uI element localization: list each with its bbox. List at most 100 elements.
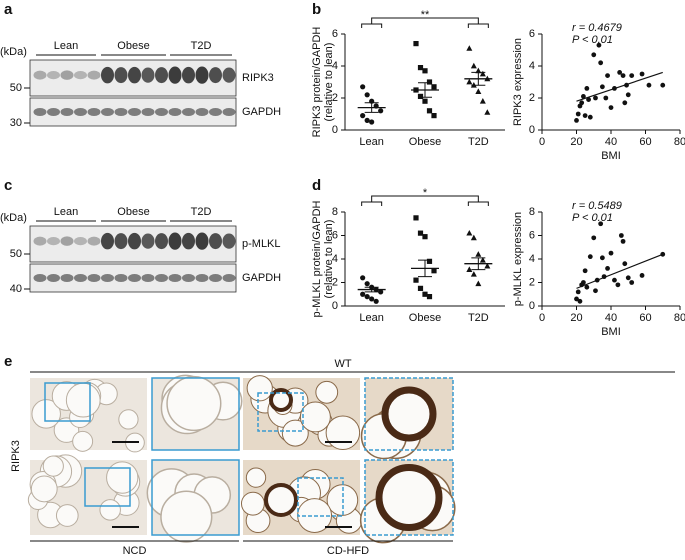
significance-label: **	[421, 9, 430, 21]
y-axis-label: RIPK3 expression	[512, 38, 524, 126]
panel-label: a	[4, 1, 13, 18]
y-tick-label: 6	[529, 28, 535, 40]
data-point	[475, 88, 482, 94]
data-point	[360, 291, 366, 297]
blot-band	[195, 232, 209, 250]
data-point	[587, 114, 593, 120]
blot-band	[33, 236, 47, 246]
data-point	[475, 67, 482, 74]
data-point	[593, 95, 598, 101]
adipocyte	[55, 504, 79, 527]
panel-label: c	[4, 177, 12, 194]
significance-label: *	[423, 187, 428, 199]
blot-band	[74, 237, 87, 246]
data-point	[584, 284, 590, 290]
blot-band	[87, 274, 101, 282]
panel-label: d	[312, 177, 321, 194]
y-tick-label: 6	[332, 229, 338, 241]
blot-band	[128, 66, 141, 84]
data-point	[639, 71, 645, 77]
data-point	[620, 238, 626, 244]
blot-band	[47, 108, 60, 116]
data-point	[417, 65, 424, 71]
x-tick-label: 20	[570, 312, 582, 324]
data-point	[646, 82, 652, 88]
x-tick-label: 40	[605, 136, 617, 148]
data-point	[605, 73, 610, 78]
data-point	[574, 296, 579, 302]
data-point	[378, 108, 384, 114]
crown-structure	[381, 386, 437, 442]
data-point	[360, 275, 366, 281]
x-axis-label: BMI	[601, 326, 621, 338]
blot-band	[155, 67, 168, 84]
blot-band	[101, 66, 114, 84]
data-point	[417, 93, 424, 99]
data-point	[575, 289, 581, 295]
data-point	[598, 60, 604, 66]
sem-bar	[418, 82, 432, 98]
sem-bar	[364, 286, 379, 293]
blot-band	[141, 108, 155, 116]
y-axis-label: p-MLKL expression	[512, 212, 524, 306]
y-tick-label: 8	[332, 206, 338, 218]
blot-band	[33, 274, 47, 282]
blot-band	[47, 237, 60, 246]
data-point	[470, 271, 477, 277]
data-point	[373, 298, 379, 304]
data-point	[413, 215, 419, 221]
blot-band	[128, 232, 141, 250]
data-point	[426, 79, 433, 85]
fit-line	[576, 253, 663, 289]
kda-unit: (kDa)	[0, 212, 27, 224]
band-label: GAPDH	[242, 272, 281, 284]
group-label: T2D	[191, 206, 212, 218]
data-point	[417, 230, 424, 236]
data-point	[426, 108, 433, 114]
y-tick-label: 4	[529, 253, 535, 265]
data-point	[364, 281, 370, 287]
x-tick-label: 60	[639, 312, 651, 324]
adipocyte	[299, 401, 331, 433]
data-point	[431, 84, 437, 90]
data-point	[422, 98, 428, 104]
data-point	[591, 235, 597, 241]
adipocyte	[240, 491, 265, 516]
blot-band	[60, 108, 74, 116]
blot-band	[74, 108, 87, 116]
data-point	[622, 261, 628, 267]
blot-band	[209, 67, 222, 84]
y-tick-label: 0	[529, 300, 535, 312]
blot-band	[155, 274, 168, 282]
crown-structure	[269, 388, 293, 412]
zoom-box	[297, 477, 344, 517]
blot-band	[195, 108, 209, 116]
p-label: P < 0.01	[572, 34, 613, 46]
r-label: r = 0.5489	[572, 200, 622, 212]
y-tick-label: 6	[529, 229, 535, 241]
y-axis-label: RIPK3 protein/GAPDH	[311, 27, 323, 138]
blot-band	[114, 274, 128, 282]
data-point	[605, 266, 610, 271]
data-point	[484, 262, 491, 269]
data-point	[426, 294, 433, 300]
blot-band	[101, 108, 114, 116]
blot-band	[141, 274, 155, 282]
sem-bar	[471, 71, 486, 86]
adipocyte	[99, 499, 121, 521]
data-point	[422, 234, 428, 240]
data-point	[587, 254, 593, 260]
adipocyte	[160, 490, 213, 543]
y-tick-label: 2	[332, 92, 338, 104]
blot-band	[87, 108, 101, 116]
blot-band	[141, 67, 155, 83]
data-point	[479, 70, 486, 77]
kda-marker: 50	[10, 82, 22, 94]
data-point	[475, 251, 482, 257]
blot-band	[47, 274, 60, 282]
data-point	[612, 277, 617, 283]
zoom-frame	[364, 377, 454, 451]
band-label: RIPK3	[242, 72, 274, 84]
y-tick-label: 0	[332, 300, 338, 312]
sem-bar	[418, 259, 432, 278]
